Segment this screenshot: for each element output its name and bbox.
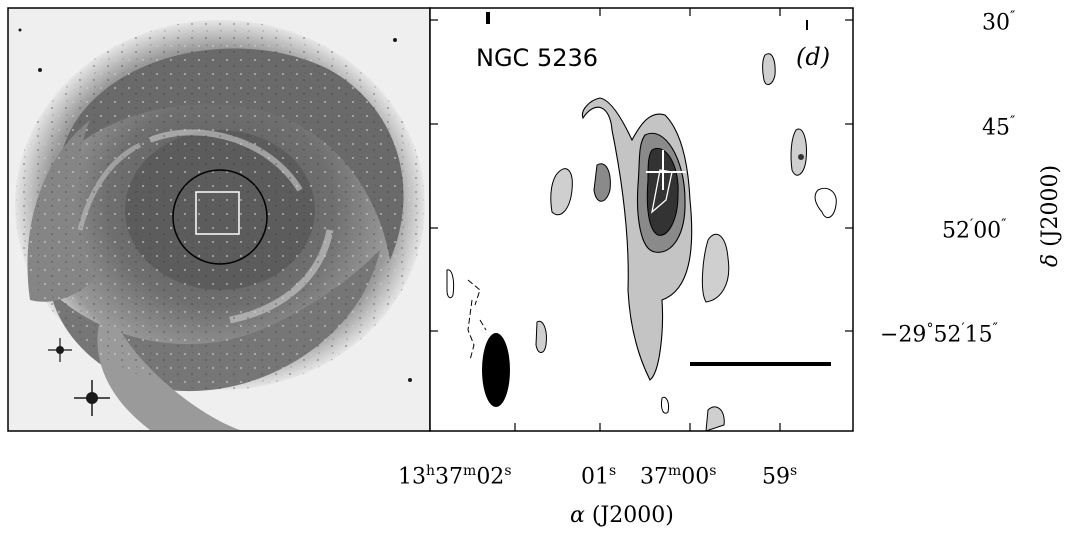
dec-tick-label-2: 45″ xyxy=(982,114,1016,141)
field-of-view-circle xyxy=(172,169,268,265)
galaxy-image xyxy=(15,20,425,430)
ra-tick-label-4: 59s xyxy=(762,463,798,490)
object-label: NGC 5236 xyxy=(476,44,599,72)
ra-tick-label-2: 01s xyxy=(581,463,617,490)
inner-contour xyxy=(646,147,679,236)
beam-ellipse xyxy=(482,333,510,407)
dec-axis-label: δ (J2000) xyxy=(1038,164,1064,268)
dec-ticks xyxy=(430,19,853,332)
optical-panel xyxy=(8,8,430,431)
ra-axis-label: α (J2000) xyxy=(570,503,674,528)
contour-panel xyxy=(430,8,853,431)
ra-ticks xyxy=(514,8,781,431)
contour-panel-frame xyxy=(429,7,854,432)
panel-label: (d) xyxy=(796,43,831,71)
dec-tick-label-4: −29°52′15″ xyxy=(880,321,998,348)
negative-contour xyxy=(467,279,487,361)
dec-tick-label-3: 52′00″ xyxy=(942,217,1007,244)
ra-tick-label-1: 13h37m02s xyxy=(398,463,512,490)
scale-bar xyxy=(690,362,831,366)
dec-tick-label-1: 30″ xyxy=(982,9,1016,36)
zoom-region-box xyxy=(195,191,240,235)
contour-blob xyxy=(701,233,730,303)
center-cross xyxy=(646,150,686,190)
ra-tick-label-3: 37m00s xyxy=(640,463,717,490)
